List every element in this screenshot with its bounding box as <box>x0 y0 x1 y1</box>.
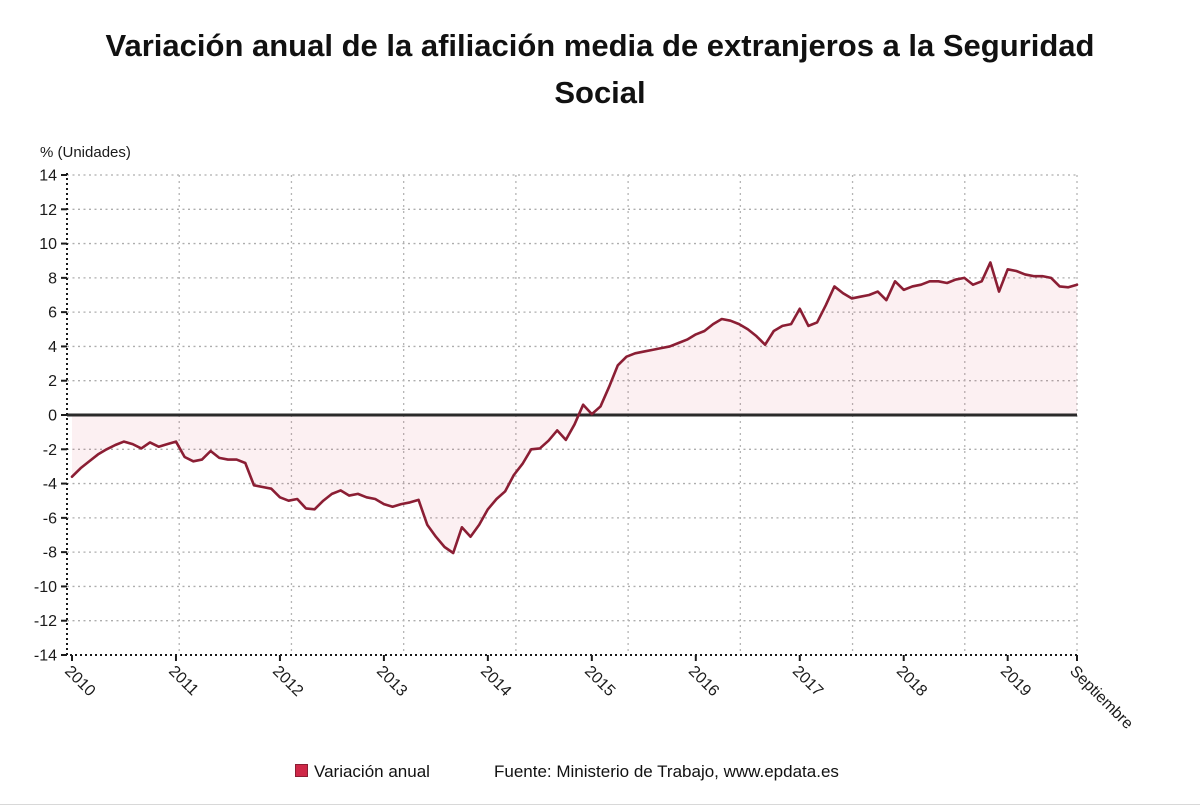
y-tick-label: 0 <box>48 408 57 425</box>
page-title: Variación anual de la afiliación media d… <box>0 22 1200 116</box>
x-tick-label: Septiembre <box>1066 663 1136 733</box>
y-tick-label: -14 <box>34 648 57 665</box>
source-attribution: Fuente: Ministerio de Trabajo, www.epdat… <box>494 762 839 781</box>
y-tick-label: -6 <box>43 510 57 527</box>
x-tick-label: 2011 <box>165 663 201 699</box>
page-title-line1: Variación anual de la afiliación media d… <box>105 28 1095 63</box>
x-tick-label: 2016 <box>685 663 722 700</box>
y-tick-label: 14 <box>39 168 57 185</box>
y-axis-unit-label: % (Unidades) <box>40 144 131 161</box>
x-tick-label: 2018 <box>893 663 930 700</box>
y-tick-label: -12 <box>34 613 57 630</box>
x-tick-label: 2012 <box>269 663 306 700</box>
y-tick-label: -2 <box>43 442 57 459</box>
x-tick-label: 2015 <box>581 663 618 700</box>
x-tick-label: 2010 <box>61 663 98 700</box>
y-tick-label: 6 <box>48 305 57 322</box>
x-tick-label: 2017 <box>789 663 826 700</box>
y-tick-label: 4 <box>48 339 57 356</box>
legend-label: Variación anual <box>314 762 430 781</box>
area-fill <box>72 262 1077 553</box>
bottom-divider <box>0 804 1200 805</box>
y-tick-label: 2 <box>48 373 57 390</box>
y-tick-label: -4 <box>43 476 57 493</box>
series-line <box>70 261 1079 555</box>
x-tick-label: 2013 <box>373 663 410 700</box>
h-gridlines <box>67 174 1077 622</box>
x-axis: 2010 2011 2012 2013 2014 2015 2016 2017 2018 2019… <box>61 654 1136 733</box>
y-axis: 14 12 10 8 6 4 2 0 -2 -4 -6 -8 -10 -12 -14 <box>34 168 68 665</box>
y-tick-label: 12 <box>39 202 57 219</box>
legend-marker <box>295 764 308 777</box>
x-tick-label: 2019 <box>997 663 1034 700</box>
x-tick-label: 2014 <box>477 663 514 700</box>
page-title-line2: Social <box>554 75 646 110</box>
y-tick-label: -10 <box>34 579 57 596</box>
y-tick-label: 8 <box>48 270 57 287</box>
y-tick-label: 10 <box>39 236 57 253</box>
y-tick-label: -8 <box>43 545 57 562</box>
